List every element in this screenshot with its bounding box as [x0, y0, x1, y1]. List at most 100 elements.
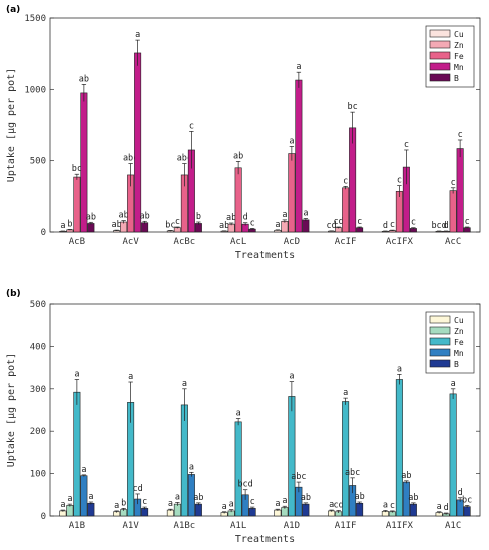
legend-label-fe: Fe	[454, 338, 464, 347]
significance-letter: ab	[119, 211, 129, 221]
legend-label-b: B	[454, 74, 459, 83]
bar-mn	[134, 52, 142, 233]
x-tick-label: A1IF	[335, 521, 357, 531]
bar-b	[302, 219, 310, 233]
legend-label-mn: Mn	[454, 349, 464, 358]
significance-letter: bcd	[431, 221, 446, 231]
significance-letter: ab	[79, 74, 89, 84]
significance-letter: ab	[193, 493, 203, 503]
significance-letter: a	[229, 500, 234, 510]
significance-letter: bcd	[237, 480, 252, 490]
significance-letter: a	[135, 30, 140, 40]
significance-letter: c	[343, 176, 348, 186]
y-axis-label: Uptake [μg per pot]	[6, 353, 17, 467]
x-tick-label: A1D	[284, 521, 300, 531]
bar-mn	[80, 92, 88, 233]
significance-letter: a	[236, 408, 241, 418]
x-tick-label: AcC	[445, 237, 461, 247]
x-axis-label: Treatments	[235, 250, 295, 261]
significance-letter: c	[397, 176, 402, 186]
y-axis-label: Uptake [μg per pot]	[6, 68, 17, 182]
significance-letter: ab	[112, 220, 122, 230]
significance-letter: a	[128, 372, 133, 382]
panel-label-b: (b)	[6, 289, 21, 299]
legend: Cu Zn Fe Mn B	[425, 25, 475, 88]
bar-fe	[234, 421, 242, 517]
significance-letter: a	[275, 499, 280, 509]
significance-letter: a	[437, 502, 442, 512]
significance-letter: d	[444, 221, 449, 231]
significance-letter: a	[67, 494, 72, 504]
significance-letter: c	[357, 217, 362, 227]
x-tick-label: AcB	[69, 237, 85, 247]
x-tick-label: A1Bc	[174, 521, 196, 531]
significance-letter: a	[451, 379, 456, 389]
y-tick-label: 500	[30, 300, 46, 310]
bar-b	[463, 506, 471, 517]
significance-letter: cd	[327, 221, 337, 231]
legend-label-zn: Zn	[454, 41, 464, 50]
legend: Cu Zn Fe Mn B	[425, 311, 475, 374]
bar-mn	[80, 475, 88, 517]
legend-swatch-mn	[429, 62, 451, 71]
legend-label-mn: Mn	[454, 63, 464, 72]
bar-fe	[342, 187, 350, 233]
y-tick-label: 1500	[24, 14, 46, 24]
significance-letter: abc	[345, 468, 360, 478]
chart-panel-a: 0 500 1000 1500 Uptake [μg per pot] Treatment…	[6, 14, 481, 261]
legend-swatch-cu	[429, 315, 451, 324]
bar-b	[409, 503, 417, 517]
bar-b	[87, 223, 95, 233]
y-tick-label: 0	[41, 512, 46, 522]
bar-zn	[227, 223, 235, 233]
bar-fe	[395, 379, 403, 517]
bar-b	[87, 502, 95, 517]
legend-swatch-mn	[429, 348, 451, 357]
x-tick-label: A1C	[445, 521, 461, 531]
bar-fe	[288, 153, 296, 233]
bar-fe	[449, 393, 457, 517]
bar-fe	[73, 391, 81, 517]
x-tick-label: A1V	[122, 521, 139, 531]
significance-letter: a	[222, 502, 227, 512]
bar-cu	[166, 509, 174, 517]
bar-b	[302, 503, 310, 517]
significance-letter: d	[458, 488, 463, 498]
legend-label-zn: Zn	[454, 327, 464, 336]
significance-letter: c	[404, 140, 409, 150]
significance-letter: bc	[348, 102, 358, 112]
significance-letter: cd	[133, 484, 143, 494]
significance-letter: a	[343, 388, 348, 398]
x-tick-label: AcD	[284, 237, 300, 247]
significance-letter: a	[189, 462, 194, 472]
legend-label-cu: Cu	[454, 316, 464, 325]
bar-zn	[173, 503, 181, 517]
plot-frame	[49, 17, 481, 233]
significance-letter: b	[121, 498, 126, 508]
legend-swatch-fe	[429, 51, 451, 60]
bar-zn	[120, 221, 128, 233]
significance-letter: a	[282, 210, 287, 220]
significance-letter: a	[329, 500, 334, 510]
significance-letter: ab	[86, 212, 96, 222]
significance-letter: a	[175, 492, 180, 502]
bar-fe	[342, 401, 350, 517]
significance-letter: ab	[408, 493, 418, 503]
significance-letter: ab	[140, 211, 150, 221]
significance-letter: d	[444, 503, 449, 513]
significance-letter: b	[196, 212, 201, 222]
plot-frame	[49, 303, 481, 517]
significance-letter: cd	[334, 217, 344, 227]
significance-letter: c	[250, 218, 255, 228]
bar-fe	[73, 176, 81, 233]
x-tick-label: AcIFX	[386, 237, 414, 247]
bar-fe	[395, 191, 403, 233]
y-tick-label: 1000	[24, 85, 46, 95]
y-tick-label: 500	[30, 157, 46, 167]
significance-letter: d	[383, 221, 388, 231]
significance-letter: c	[390, 220, 395, 230]
y-tick-label: 300	[30, 385, 46, 395]
bar-b	[194, 503, 202, 517]
significance-letter: a	[275, 220, 280, 230]
panel-label-a: (a)	[6, 5, 20, 15]
